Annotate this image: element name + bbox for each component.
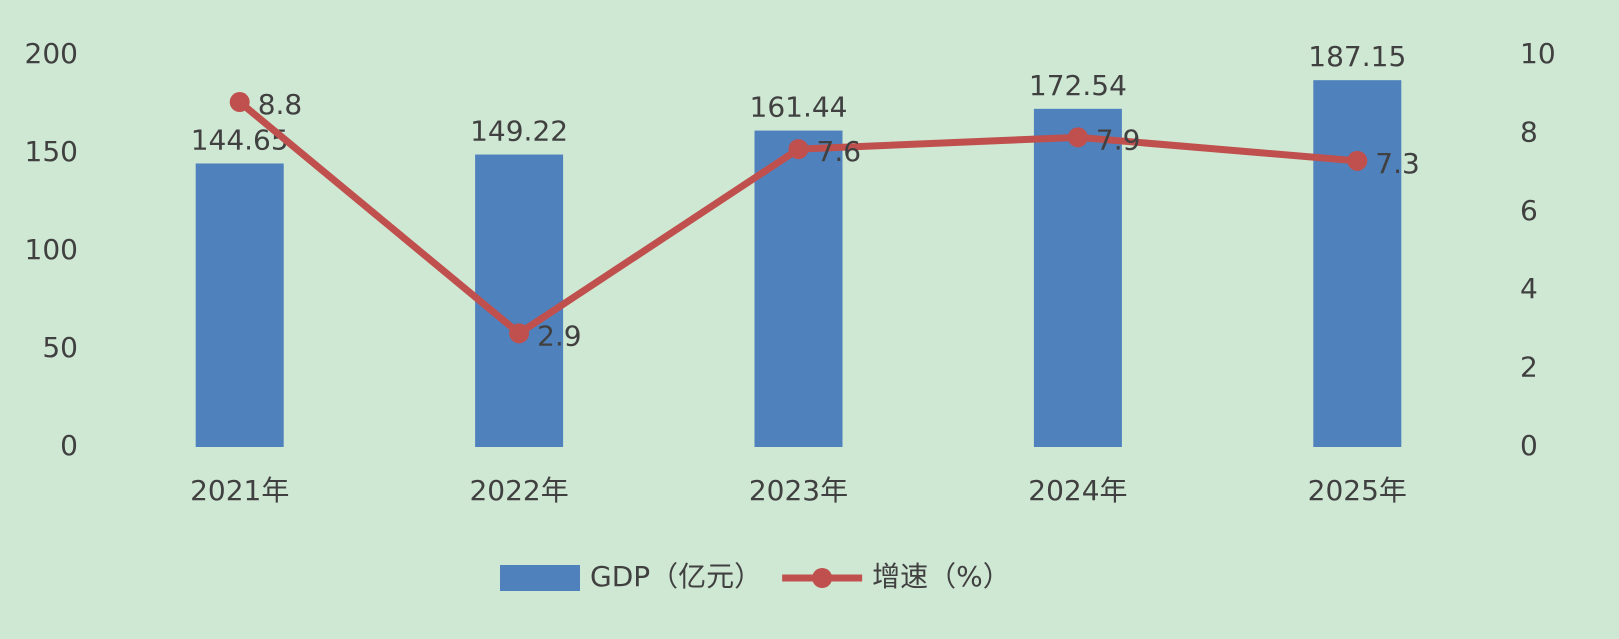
x-tick-label: 2025年 <box>1308 474 1407 507</box>
legend-swatch <box>500 565 580 591</box>
y2-tick-label: 2 <box>1520 351 1538 384</box>
bar-value-label: 149.22 <box>470 115 568 148</box>
y-tick-label: 0 <box>60 429 78 462</box>
x-tick-label: 2023年 <box>749 474 848 507</box>
x-tick-label: 2021年 <box>190 474 289 507</box>
line-value-label: 7.3 <box>1375 147 1420 180</box>
bar <box>195 163 284 447</box>
y-tick-label: 150 <box>25 135 78 168</box>
x-tick-label: 2022年 <box>469 474 568 507</box>
line-value-label: 7.6 <box>817 135 862 168</box>
bar <box>754 130 843 447</box>
line-value-label: 7.9 <box>1096 123 1141 156</box>
y2-tick-label: 10 <box>1520 37 1556 70</box>
x-tick-label: 2024年 <box>1028 474 1127 507</box>
y2-tick-label: 8 <box>1520 115 1538 148</box>
y-tick-label: 50 <box>42 331 78 364</box>
y-tick-label: 100 <box>25 233 78 266</box>
bar <box>1313 80 1402 447</box>
y2-tick-label: 6 <box>1520 194 1538 227</box>
line-value-label: 2.9 <box>537 319 582 352</box>
line-marker <box>229 92 250 113</box>
bar <box>1033 108 1122 448</box>
y2-tick-label: 0 <box>1520 429 1538 462</box>
bar <box>475 154 564 447</box>
y2-tick-label: 4 <box>1520 272 1538 305</box>
legend-label: GDP（亿元） <box>590 560 762 593</box>
bar-value-label: 187.15 <box>1308 40 1406 73</box>
line-marker <box>509 323 530 344</box>
line-marker <box>1067 127 1088 148</box>
bar-value-label: 161.44 <box>750 91 848 124</box>
bar-value-label: 172.54 <box>1029 69 1127 102</box>
line-marker <box>1347 150 1368 171</box>
line-marker <box>788 139 809 160</box>
legend-marker <box>812 568 833 588</box>
line-value-label: 8.8 <box>258 88 303 121</box>
y-tick-label: 200 <box>25 37 78 70</box>
legend-label: 增速（%） <box>872 560 1011 593</box>
